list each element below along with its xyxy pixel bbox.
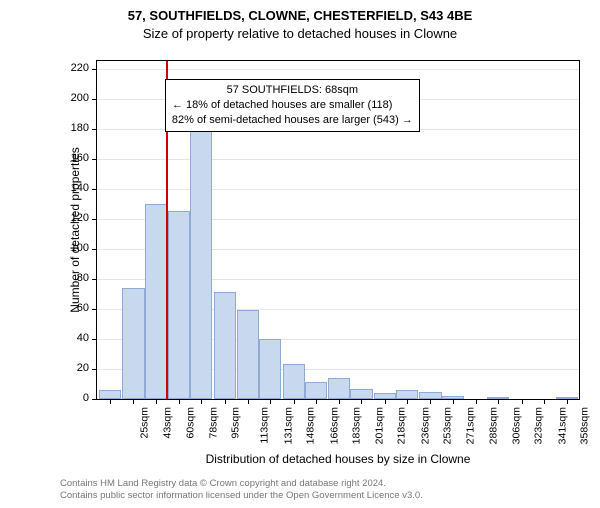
histogram-bar (168, 211, 190, 399)
gridline (97, 159, 579, 160)
page-title-line2: Size of property relative to detached ho… (0, 26, 600, 41)
x-tick-label: 358sqm (578, 407, 590, 444)
x-tick-label: 25sqm (139, 407, 151, 439)
x-tick (544, 399, 545, 404)
x-tick (179, 399, 180, 404)
x-tick-label: 183sqm (350, 407, 362, 444)
plot-box: 02040608010012014016018020022025sqm43sqm… (96, 60, 580, 400)
y-tick (92, 249, 97, 250)
y-tick-label: 60 (49, 302, 89, 314)
annotation-line: 82% of semi-detached houses are larger (… (172, 113, 413, 128)
footer-line-2: Contains public sector information licen… (60, 490, 580, 502)
histogram-bar (145, 204, 167, 399)
histogram-bar (99, 390, 121, 399)
x-tick-label: 341sqm (556, 407, 568, 444)
x-tick (498, 399, 499, 404)
y-tick-label: 80 (49, 272, 89, 284)
x-tick (453, 399, 454, 404)
histogram-bar (259, 339, 281, 399)
x-tick-label: 253sqm (441, 407, 453, 444)
x-tick-label: 166sqm (328, 407, 340, 444)
y-tick-label: 20 (49, 362, 89, 374)
histogram-bar (419, 392, 441, 400)
y-tick (92, 279, 97, 280)
footer-attribution: Contains HM Land Registry data © Crown c… (60, 478, 580, 502)
gridline (97, 69, 579, 70)
x-tick-label: 60sqm (184, 407, 196, 439)
x-tick-label: 148sqm (305, 407, 317, 444)
y-tick-label: 220 (49, 62, 89, 74)
y-tick (92, 369, 97, 370)
x-tick (225, 399, 226, 404)
x-tick (133, 399, 134, 404)
chart-area: Number of detached properties 0204060801… (60, 60, 580, 430)
y-tick-label: 140 (49, 182, 89, 194)
x-tick (476, 399, 477, 404)
x-tick-label: 43sqm (162, 407, 174, 439)
x-tick-label: 218sqm (396, 407, 408, 444)
x-tick (248, 399, 249, 404)
x-tick-label: 131sqm (282, 407, 294, 444)
page-title-line1: 57, SOUTHFIELDS, CLOWNE, CHESTERFIELD, S… (0, 8, 600, 23)
annotation-line: 57 SOUTHFIELDS: 68sqm (172, 83, 413, 98)
x-tick (361, 399, 362, 404)
x-tick (316, 399, 317, 404)
gridline (97, 189, 579, 190)
x-tick-label: 236sqm (419, 407, 431, 444)
annotation-line: ← 18% of detached houses are smaller (11… (172, 98, 413, 113)
x-tick (270, 399, 271, 404)
x-tick (156, 399, 157, 404)
y-tick (92, 339, 97, 340)
y-tick-label: 180 (49, 122, 89, 134)
x-tick (430, 399, 431, 404)
histogram-bar (305, 382, 327, 399)
x-tick (201, 399, 202, 404)
y-tick (92, 99, 97, 100)
x-tick-label: 95sqm (230, 407, 242, 439)
y-tick (92, 309, 97, 310)
x-tick-label: 271sqm (465, 407, 477, 444)
y-tick (92, 129, 97, 130)
x-tick (294, 399, 295, 404)
y-tick (92, 69, 97, 70)
y-tick (92, 189, 97, 190)
y-tick-label: 200 (49, 92, 89, 104)
x-tick-label: 113sqm (258, 407, 270, 444)
histogram-bar (283, 364, 305, 399)
histogram-bar (350, 389, 372, 400)
x-tick (567, 399, 568, 404)
x-axis-label: Distribution of detached houses by size … (96, 452, 580, 466)
y-tick-label: 40 (49, 332, 89, 344)
annotation-box: 57 SOUTHFIELDS: 68sqm← 18% of detached h… (165, 79, 420, 132)
histogram-bar (214, 292, 236, 399)
y-tick-label: 0 (49, 392, 89, 404)
y-axis-label: Number of detached properties (68, 60, 82, 400)
y-tick (92, 219, 97, 220)
histogram-bar (122, 288, 144, 399)
x-tick (339, 399, 340, 404)
x-tick (385, 399, 386, 404)
x-tick-label: 288sqm (487, 407, 499, 444)
histogram-bar (396, 390, 418, 399)
y-tick-label: 100 (49, 242, 89, 254)
histogram-bar (190, 130, 212, 399)
histogram-bar (237, 310, 259, 399)
x-tick (522, 399, 523, 404)
x-tick (407, 399, 408, 404)
footer-line-1: Contains HM Land Registry data © Crown c… (60, 478, 580, 490)
y-tick (92, 159, 97, 160)
x-tick-label: 306sqm (510, 407, 522, 444)
histogram-bar (328, 378, 350, 399)
x-tick (110, 399, 111, 404)
y-tick (92, 399, 97, 400)
x-tick-label: 323sqm (533, 407, 545, 444)
x-tick-label: 201sqm (374, 407, 386, 444)
y-tick-label: 120 (49, 212, 89, 224)
x-tick-label: 78sqm (208, 407, 220, 439)
y-tick-label: 160 (49, 152, 89, 164)
